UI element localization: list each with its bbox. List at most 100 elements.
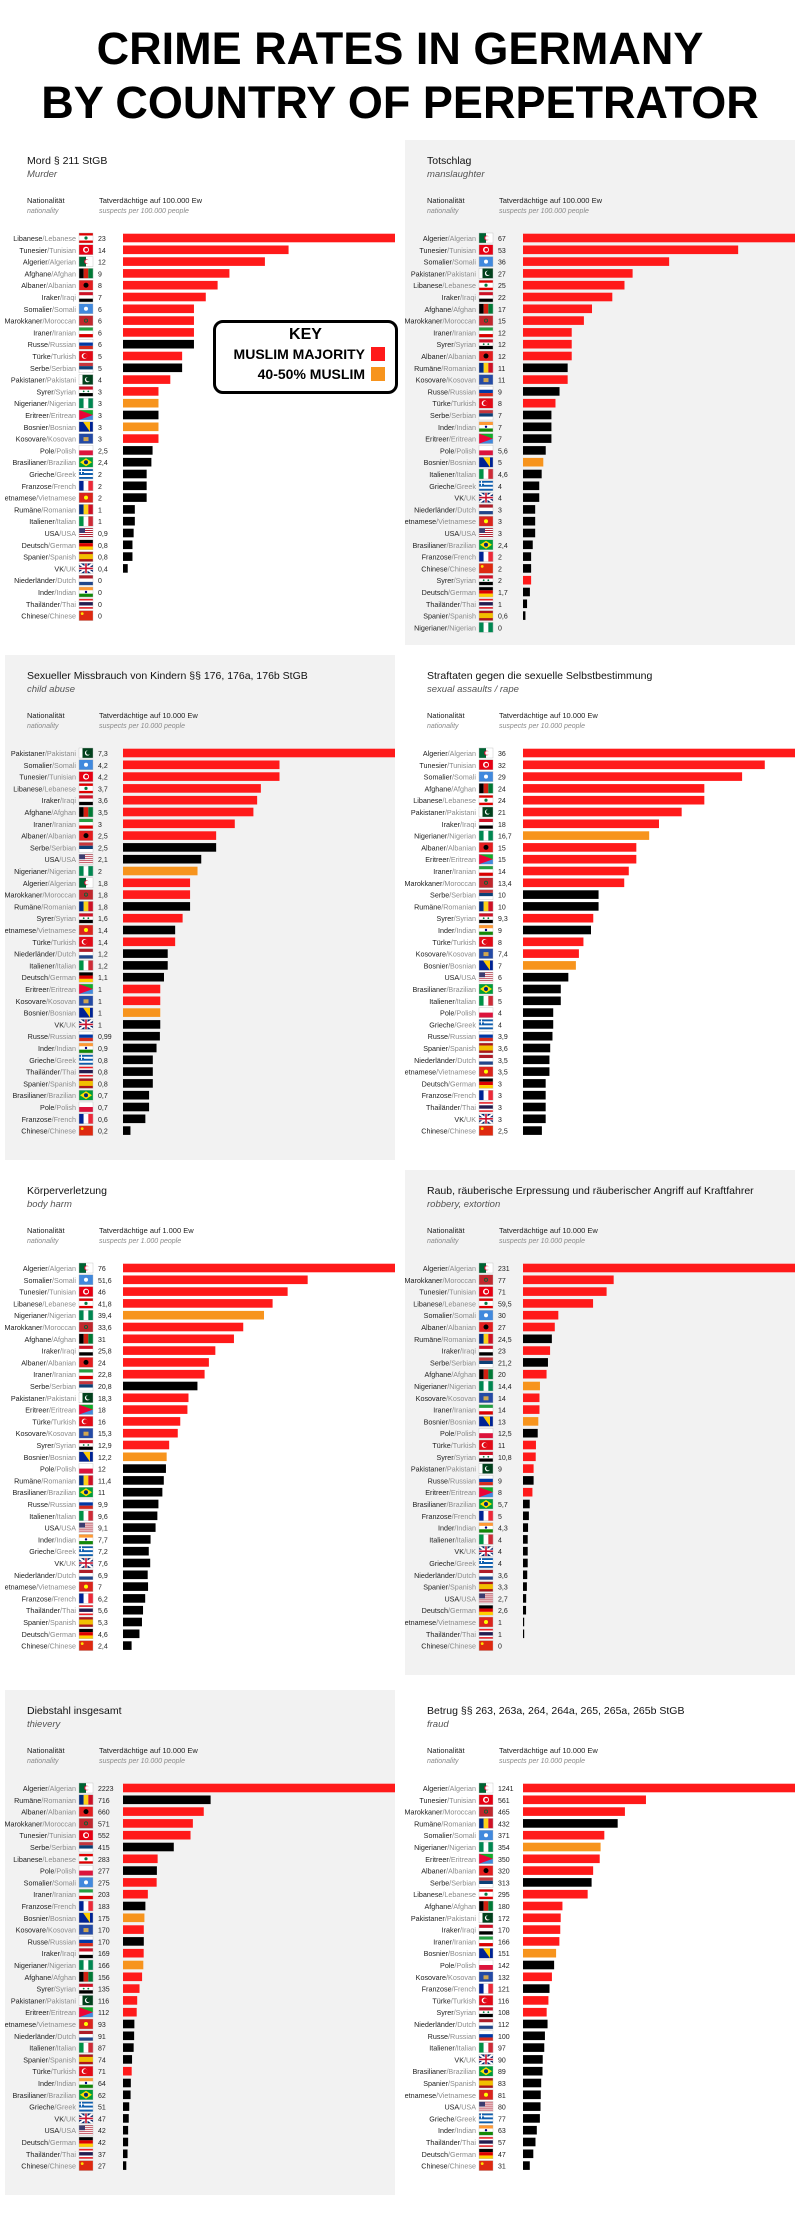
- bar-row-russe: Russe/Russian 6: [28, 338, 194, 350]
- bar-label-en: /Somali: [52, 761, 76, 770]
- value-label: 13,4: [498, 881, 512, 888]
- bar-row-pakistaner: Pakistaner/Pakistani 27: [411, 268, 633, 279]
- bar-label-en: /Polish: [54, 1103, 76, 1112]
- tunisia-flag: [78, 771, 94, 782]
- italy-flag: [478, 1534, 494, 1545]
- chart-subtitle: Murder: [27, 169, 58, 180]
- iran-flag: [78, 1888, 94, 1900]
- bar-label-de: Spanier: [23, 1079, 48, 1088]
- value-label: 11,4: [98, 1478, 111, 1485]
- bar: [523, 1996, 549, 2005]
- bar-label: Pole/Polish: [40, 446, 76, 455]
- value-label: 100: [498, 2034, 510, 2041]
- bar-label-en: /Kosovan: [46, 1926, 76, 1935]
- bar: [123, 1020, 161, 1029]
- value-label: 0,9: [98, 531, 108, 538]
- bar: [523, 1067, 550, 1076]
- bar-row-chinese: Chinese/Chinese 0: [421, 1640, 502, 1651]
- bar-label-en: /Kosovan: [46, 997, 76, 1006]
- bar-label-en: /Afghan: [51, 269, 76, 278]
- bar-label-en: /Nigerian: [447, 1843, 476, 1852]
- bar-label-de: Eritreer: [425, 1488, 449, 1497]
- bar-row-afghane: Afghane/Afghan 9: [24, 268, 230, 279]
- rate-header-en: suspects per 10.000 people: [499, 1758, 585, 1765]
- bar-label-de: Franzose: [422, 1091, 452, 1100]
- bar-label-en: /Russian: [48, 340, 76, 349]
- bar-label: Italiener/Italian: [29, 1512, 76, 1521]
- value-label: 31: [98, 1337, 106, 1344]
- bar-label: Albaner/Albanian: [21, 1808, 76, 1817]
- bar-label-de: Franzose: [422, 1512, 452, 1521]
- bar-label-de: Inder: [438, 423, 455, 432]
- bar-row-pakistaner: Pakistaner/Pakistani 116: [11, 1995, 138, 2006]
- poland-flag: [478, 1959, 494, 1971]
- bar-row-italiener: Italiener/Italian 87: [29, 2042, 134, 2053]
- bar-row-bosnier: Bosnier/Bosnian 1: [24, 1007, 161, 1018]
- bar: [123, 1558, 151, 1568]
- bar-label-de: Serbe: [30, 1843, 49, 1852]
- bar-label: Italiener/Italian: [29, 2044, 76, 2053]
- value-label: 3,5: [498, 1058, 508, 1065]
- bar: [123, 1043, 157, 1053]
- bar-label: Türke/Turkish: [32, 938, 76, 947]
- value-label: 8: [498, 1490, 502, 1497]
- bar-label-de: Nigerianer: [14, 1311, 48, 1320]
- lebanon-flag: [478, 794, 494, 806]
- bar-label-en: /Brazilian: [446, 985, 476, 994]
- bar-label: Russe/Russian: [28, 1937, 76, 1946]
- bar-label: VK/UK: [54, 2114, 76, 2123]
- bar-row-italiener: Italiener/Italian 9,6: [29, 1510, 158, 1521]
- bar-label-en: /Moroccan: [42, 1323, 76, 1332]
- nationality-header-en: nationality: [27, 1238, 59, 1245]
- bar: [523, 1960, 555, 1970]
- bar-row-grieche: Grieche/Greek 4: [429, 1019, 554, 1030]
- bar-label: Pakistaner/Pakistani: [411, 269, 477, 278]
- bar-row-brasilianer: Brasilianer/Brazilian 5,7: [412, 1498, 530, 1510]
- bar-label: Iraker/Iraqi: [42, 1347, 77, 1356]
- bar: [123, 233, 395, 243]
- nigeria-flag: [478, 622, 494, 633]
- bar-label: Thailänder/Thai: [26, 2150, 76, 2159]
- bar-label: Bosnier/Bosnian: [24, 423, 76, 432]
- bar-label: Spanier/Spanish: [23, 1079, 76, 1088]
- turkey-flag: [78, 2066, 94, 2077]
- value-label: 53: [498, 248, 506, 255]
- bar: [523, 843, 637, 852]
- bar-label-de: USA: [444, 529, 459, 538]
- bar-label-en: /Kosovan: [446, 1973, 476, 1982]
- lebanon-flag: [78, 232, 94, 244]
- bar-label-en: /Vietnamese: [36, 926, 76, 935]
- bar-label-de: Tunesier: [419, 761, 447, 770]
- value-label: 1: [498, 1632, 502, 1639]
- bar-label-en: /Greek: [54, 2103, 76, 2112]
- afghanistan-flag: [478, 783, 494, 794]
- bar: [523, 1299, 594, 1308]
- afghanistan-flag: [478, 1368, 494, 1380]
- bar-row-nigerianer: Nigerianer/Nigerian 16,7: [414, 830, 650, 841]
- bar: [123, 1417, 181, 1426]
- bar-label: Grieche/Greek: [429, 1020, 476, 1029]
- bar-label-en: /Pakistani: [445, 1914, 477, 1923]
- bar: [523, 1114, 546, 1124]
- bar-label: Franzose/French: [22, 1902, 76, 1911]
- value-label: 2,6: [498, 1608, 508, 1615]
- bar-label-en: /Eritrean: [49, 985, 76, 994]
- china-flag: [478, 1640, 494, 1651]
- bar: [123, 1405, 188, 1414]
- morocco-flag: [78, 315, 94, 326]
- bar-label: Syrer/Syrian: [436, 340, 476, 349]
- bar-label: Eritreer/Eritrean: [25, 2008, 76, 2017]
- bar: [123, 1960, 144, 1970]
- bar: [523, 564, 532, 573]
- france-flag: [478, 1090, 494, 1101]
- value-label: 46: [98, 1290, 106, 1297]
- bar-row-nigerianer: Nigerianer/Nigerian 354: [414, 1841, 601, 1853]
- bar-label-en: /UK: [464, 494, 476, 503]
- value-label: 0,9: [98, 1046, 108, 1053]
- pakistan-flag: [478, 1912, 494, 1924]
- vietnam-flag: [478, 1066, 494, 1077]
- value-label: 170: [98, 1939, 110, 1946]
- bar: [523, 1381, 540, 1391]
- germany-flag: [478, 1605, 494, 1616]
- bar: [523, 890, 599, 899]
